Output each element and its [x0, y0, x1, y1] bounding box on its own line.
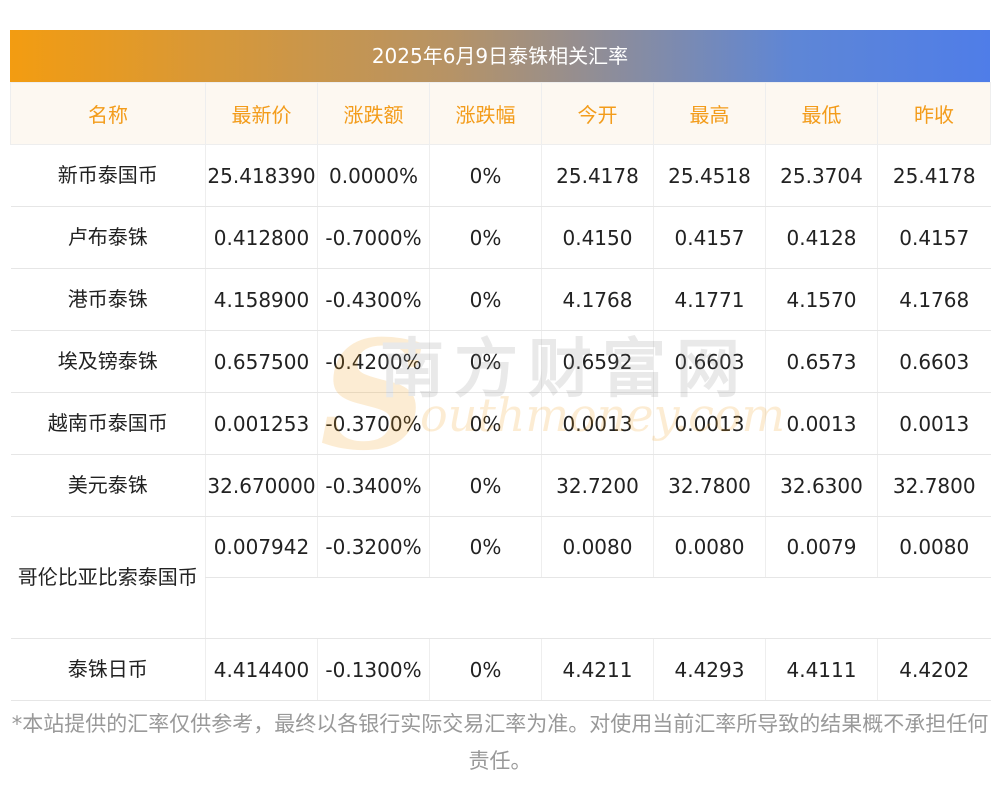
cell-prev-close: 4.4202 [877, 638, 991, 701]
cell-change-amount: 0.0000% [317, 144, 430, 207]
table-row: 越南币泰国币 0.001253 -0.3700% 0% 0.0013 0.001… [10, 392, 991, 455]
cell-change-percent: 0% [429, 454, 542, 517]
cell-name: 埃及镑泰铢 [10, 330, 206, 393]
cell-prev-close: 0.0080 [877, 516, 991, 578]
cell-high: 4.1771 [653, 268, 766, 331]
cell-latest-price: 0.412800 [205, 206, 318, 269]
cell-change-percent: 0% [429, 638, 542, 701]
cell-change-amount: -0.1300% [317, 638, 430, 701]
cell-high: 0.4157 [653, 206, 766, 269]
empty-cell [205, 577, 991, 639]
cell-low: 0.6573 [765, 330, 878, 393]
cell-change-amount: -0.4300% [317, 268, 430, 331]
column-header-change-amount: 涨跌额 [317, 82, 430, 145]
cell-name: 卢布泰铢 [10, 206, 206, 269]
cell-high: 0.6603 [653, 330, 766, 393]
column-header-low: 最低 [765, 82, 878, 145]
cell-latest-price: 4.414400 [205, 638, 318, 701]
cell-change-percent: 0% [429, 206, 542, 269]
table-row: 美元泰铢 32.670000 -0.3400% 0% 32.7200 32.78… [10, 454, 991, 517]
cell-low: 32.6300 [765, 454, 878, 517]
cell-prev-close: 0.0013 [877, 392, 991, 455]
cell-change-percent: 0% [429, 330, 542, 393]
cell-high: 25.4518 [653, 144, 766, 207]
cell-low: 4.4111 [765, 638, 878, 701]
cell-high: 32.7800 [653, 454, 766, 517]
cell-open: 25.4178 [541, 144, 654, 207]
cell-low: 4.1570 [765, 268, 878, 331]
cell-prev-close: 0.4157 [877, 206, 991, 269]
cell-latest-price: 32.670000 [205, 454, 318, 517]
table-row: 卢布泰铢 0.412800 -0.7000% 0% 0.4150 0.4157 … [10, 206, 991, 269]
cell-change-percent: 0% [429, 516, 542, 578]
table-row-wrap-spacer [11, 577, 991, 639]
column-header-high: 最高 [653, 82, 766, 145]
cell-low: 0.0013 [765, 392, 878, 455]
cell-change-amount: -0.3400% [317, 454, 430, 517]
cell-prev-close: 32.7800 [877, 454, 991, 517]
cell-open: 4.4211 [541, 638, 654, 701]
cell-open: 32.7200 [541, 454, 654, 517]
cell-open: 0.4150 [541, 206, 654, 269]
exchange-rate-table: 名称 最新价 涨跌额 涨跌幅 今开 最高 最低 昨收 新币泰国币 25.4183… [10, 82, 991, 701]
cell-latest-price: 0.007942 [205, 516, 318, 578]
column-header-name: 名称 [10, 82, 206, 145]
cell-open: 0.0013 [541, 392, 654, 455]
column-header-open: 今开 [541, 82, 654, 145]
cell-change-percent: 0% [429, 392, 542, 455]
cell-change-percent: 0% [429, 144, 542, 207]
cell-name: 泰铢日币 [10, 638, 206, 701]
cell-high: 4.4293 [653, 638, 766, 701]
column-header-latest-price: 最新价 [205, 82, 318, 145]
cell-latest-price: 25.418390 [205, 144, 318, 207]
cell-low: 0.4128 [765, 206, 878, 269]
cell-open: 4.1768 [541, 268, 654, 331]
cell-prev-close: 25.4178 [877, 144, 991, 207]
page-title: 2025年6月9日泰铢相关汇率 [10, 30, 990, 82]
cell-high: 0.0080 [653, 516, 766, 578]
disclaimer-text: *本站提供的汇率仅供参考，最终以各银行实际交易汇率为准。对使用当前汇率所导致的结… [11, 712, 989, 773]
table-row: 港币泰铢 4.158900 -0.4300% 0% 4.1768 4.1771 … [10, 268, 991, 331]
cell-low: 25.3704 [765, 144, 878, 207]
cell-name: 哥伦比亚比索泰国币 [10, 516, 206, 639]
cell-change-amount: -0.3200% [317, 516, 430, 578]
table-header-row: 名称 最新价 涨跌额 涨跌幅 今开 最高 最低 昨收 [10, 82, 991, 145]
cell-change-amount: -0.4200% [317, 330, 430, 393]
cell-low: 0.0079 [765, 516, 878, 578]
cell-name: 美元泰铢 [10, 454, 206, 517]
cell-latest-price: 4.158900 [205, 268, 318, 331]
cell-high: 0.0013 [653, 392, 766, 455]
cell-latest-price: 0.657500 [205, 330, 318, 393]
table-row: 泰铢日币 4.414400 -0.1300% 0% 4.4211 4.4293 … [10, 638, 991, 701]
cell-prev-close: 4.1768 [877, 268, 991, 331]
cell-change-amount: -0.7000% [317, 206, 430, 269]
cell-open: 0.6592 [541, 330, 654, 393]
table-row: 埃及镑泰铢 0.657500 -0.4200% 0% 0.6592 0.6603… [10, 330, 991, 393]
table-row: 新币泰国币 25.418390 0.0000% 0% 25.4178 25.45… [10, 144, 991, 207]
column-header-change-percent: 涨跌幅 [429, 82, 542, 145]
cell-name: 新币泰国币 [10, 144, 206, 207]
cell-prev-close: 0.6603 [877, 330, 991, 393]
cell-change-percent: 0% [429, 268, 542, 331]
table-row: 哥伦比亚比索泰国币 0.007942 -0.3200% 0% 0.0080 0.… [10, 516, 991, 639]
cell-change-amount: -0.3700% [317, 392, 430, 455]
column-header-prev-close: 昨收 [877, 82, 991, 145]
cell-latest-price: 0.001253 [205, 392, 318, 455]
cell-open: 0.0080 [541, 516, 654, 578]
cell-name: 港币泰铢 [10, 268, 206, 331]
cell-name: 越南币泰国币 [10, 392, 206, 455]
